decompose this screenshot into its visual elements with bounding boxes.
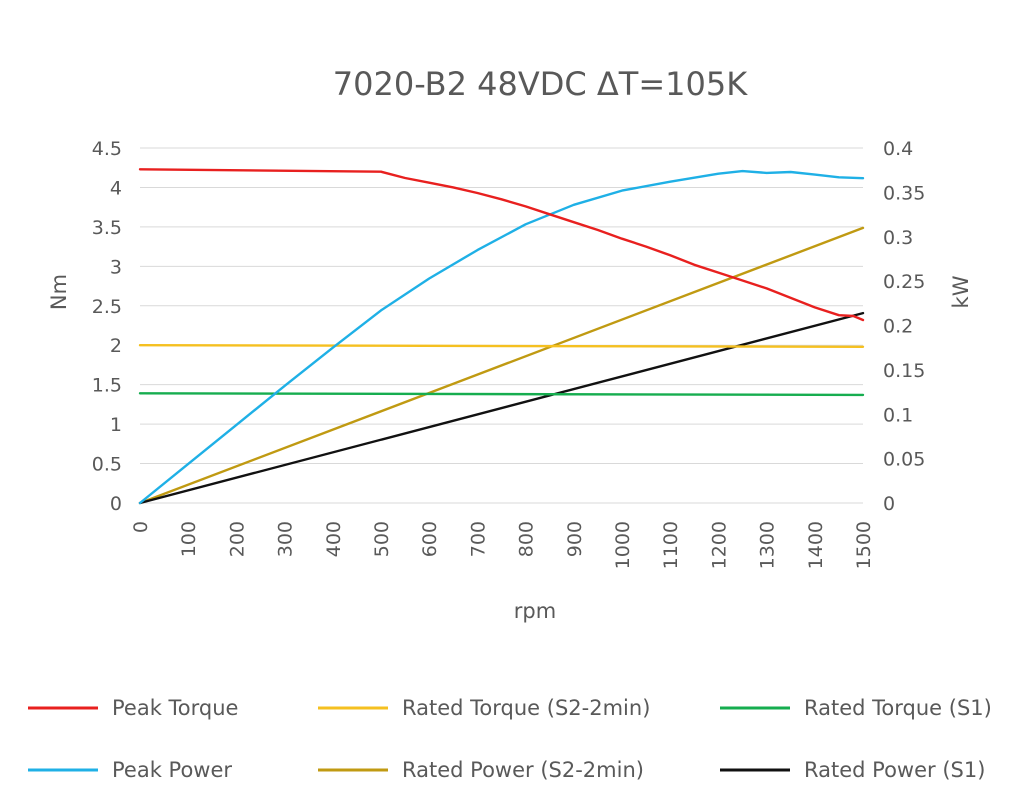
x-tick-label: 1100 [660, 521, 682, 569]
y-tick-label: 1.5 [92, 375, 122, 397]
legend-entry: Peak Power [112, 758, 232, 782]
x-tick-label: 400 [323, 521, 345, 557]
series-line-peak-power [138, 169, 865, 505]
series-line-peak-torque [138, 168, 865, 322]
x-tick-label: 100 [178, 521, 200, 557]
y2-tick-label: 0.1 [883, 404, 913, 426]
legend-entry: Rated Power (S1) [804, 758, 985, 782]
x-tick-label: 1000 [612, 521, 634, 569]
legend-entry: Rated Torque (S2-2min) [402, 696, 650, 720]
grid-lines [140, 147, 863, 504]
x-axis-label: rpm [514, 599, 556, 623]
y-tick-label: 0.5 [92, 454, 122, 476]
x-tick-label: 1400 [805, 521, 827, 569]
x-tick-label: 700 [467, 521, 489, 557]
y2-tick-label: 0.2 [883, 316, 913, 338]
y2-tick-label: 0.3 [883, 227, 913, 249]
series-line-rated-power-s2-2min [138, 226, 865, 505]
y2-tick-label: 0 [883, 493, 895, 515]
y-tick-label: 0 [110, 493, 122, 515]
x-tick-label: 0 [130, 521, 152, 533]
y2-tick-label: 0.35 [883, 182, 925, 204]
y2-tick-label: 0.4 [883, 138, 913, 160]
y2-tick-label: 0.25 [883, 271, 925, 293]
y-axis-ticks: 0 0.5 1 1.5 2 2.5 3 3.5 4 4.5 [92, 138, 122, 515]
y-tick-label: 4 [110, 177, 122, 199]
legend: Peak Torque Rated Torque (S2-2min) Rated T… [28, 696, 992, 782]
x-tick-label: 1500 [853, 521, 875, 569]
y-tick-label: 1 [110, 414, 122, 436]
x-tick-label: 600 [419, 521, 441, 557]
legend-entry: Rated Power (S2-2min) [402, 758, 644, 782]
x-tick-label: 900 [564, 521, 586, 557]
series-lines [138, 168, 865, 505]
y-axis-label: Nm [47, 274, 71, 310]
y-tick-label: 2 [110, 335, 122, 357]
x-tick-label: 800 [516, 521, 538, 557]
x-tick-label: 1300 [757, 521, 779, 569]
x-tick-label: 500 [371, 521, 393, 557]
legend-entry: Peak Torque [112, 696, 238, 720]
x-axis-ticks: 0 100 200 300 400 500 600 700 800 900 1000 1100 1200… [130, 521, 875, 569]
x-tick-label: 1200 [708, 521, 730, 569]
y-tick-label: 2.5 [92, 296, 122, 318]
y-tick-label: 4.5 [92, 138, 122, 160]
series-line-rated-power-s1 [138, 311, 865, 505]
legend-entry: Rated Torque (S1) [804, 696, 992, 720]
x-tick-label: 200 [226, 521, 248, 557]
y2-axis-label: kW [949, 275, 973, 308]
y-tick-label: 3 [110, 256, 122, 278]
chart-title: 7020-B2 48VDC ΔT=105K [333, 65, 748, 103]
series-line-rated-torque-s2-2min [138, 344, 865, 348]
x-tick-label: 300 [275, 521, 297, 557]
y-tick-label: 3.5 [92, 217, 122, 239]
y2-tick-label: 0.15 [883, 360, 925, 382]
series-line-rated-torque-s1 [138, 392, 865, 397]
y2-tick-label: 0.05 [883, 449, 925, 471]
y2-axis-ticks: 0 0.05 0.1 0.15 0.2 0.25 0.3 0.35 0.4 [883, 138, 925, 515]
